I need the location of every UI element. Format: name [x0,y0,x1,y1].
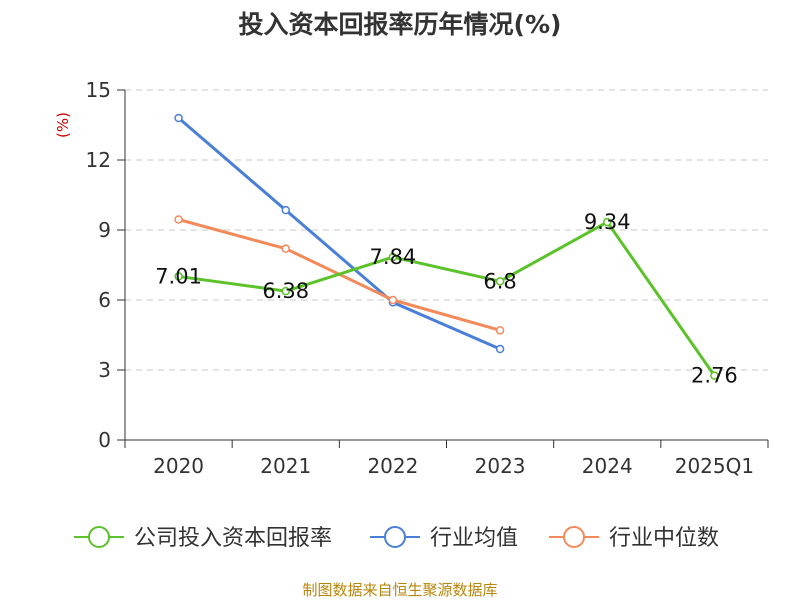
data-label: 7.01 [155,264,202,288]
x-tick-label: 2021 [260,454,311,478]
data-label: 9.34 [584,210,631,234]
legend-label: 公司投入资本回报率 [134,526,332,551]
grid-lines [125,89,768,371]
x-tick-label: 2022 [367,454,418,478]
data-labels: 7.01 6.38 7.84 6.8 9.34 2.76 [155,210,738,388]
data-point [388,252,398,262]
data-point [603,217,612,227]
y-tick-label: 0 [98,428,111,452]
y-tick-label: 6 [98,288,111,312]
legend-label: 行业均值 [430,526,518,551]
axes: 0 3 6 9 12 15 2020 2021 2022 2023 2024 2025Q1 [86,78,769,478]
legend-item[interactable]: 公司投入资本回报率 [74,526,332,551]
data-point [281,244,290,253]
data-label: 2.76 [691,364,738,388]
data-point [281,286,290,296]
data-point [495,277,505,286]
data-label: 7.84 [370,245,417,269]
y-tick-label: 3 [98,358,111,382]
legend-item[interactable]: 行业中位数 [549,526,719,551]
data-point [281,205,290,215]
data-point [710,371,719,380]
data-label: 6.8 [483,269,516,293]
legend-label: 行业中位数 [609,526,719,551]
legend-item[interactable]: 行业均值 [370,526,518,551]
data-label: 6.38 [262,279,309,303]
x-tick-label: 2025Q1 [675,454,754,478]
legend-marker-icon [88,526,110,548]
data-point [174,113,183,123]
data-point [495,344,505,354]
legend-marker-icon [384,526,406,548]
data-point [388,295,398,305]
x-tick-label: 2020 [153,454,204,478]
data-point [495,326,505,335]
series-line [177,116,502,351]
legend-marker-icon [563,526,585,548]
y-tick-label: 9 [98,218,111,242]
data-point [174,215,183,224]
x-tick-label: 2024 [582,454,633,478]
source-note: 制图数据来自恒生聚源数据库 [302,581,497,599]
y-tick-label: 12 [86,148,111,172]
y-axis-unit: (%) [54,112,72,138]
y-tick-label: 15 [86,78,111,102]
data-point [174,272,183,281]
legend: 公司投入资本回报率 行业均值 行业中位数 [74,526,719,551]
series-lines [174,113,719,380]
series-line [177,220,716,378]
chart-title: 投入资本回报率历年情况(%) [239,10,562,39]
x-tick-label: 2023 [475,454,526,478]
